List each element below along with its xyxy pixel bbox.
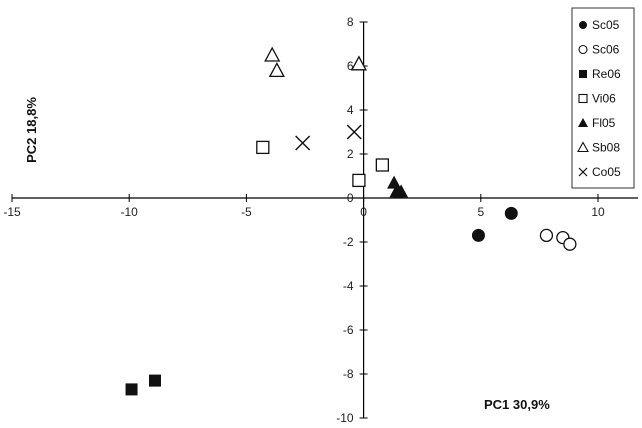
x-tick-label: -15 <box>3 205 21 219</box>
data-point-co05 <box>346 124 362 140</box>
legend-marker-co05 <box>578 167 588 177</box>
data-points <box>125 46 577 396</box>
data-point-vi06 <box>352 173 366 188</box>
data-point-sc06 <box>563 237 577 251</box>
legend: Sc05 Sc06 Re06 Vi06 Fl05 Sb08 Co05 <box>571 7 635 189</box>
data-point-sb08 <box>264 46 281 62</box>
y-tick-label: 4 <box>347 103 354 117</box>
y-tick-label: 0 <box>347 191 354 205</box>
x-tick-label: -10 <box>121 205 139 219</box>
legend-entry: Sc06 <box>578 43 620 57</box>
legend-entry: Re06 <box>579 67 621 81</box>
legend-entry: Co05 <box>578 165 621 179</box>
x-axis-title: PC1 30,9% <box>484 397 550 412</box>
legend-marker-sb08 <box>577 141 589 153</box>
legend-marker-sc05 <box>579 21 587 29</box>
legend-label: Vi06 <box>592 92 616 106</box>
legend-label: Sb08 <box>592 141 620 155</box>
legend-label: Sc06 <box>592 43 620 57</box>
y-tick-label: -6 <box>343 323 354 337</box>
legend-label: Sc05 <box>592 18 620 32</box>
y-tick-label: 8 <box>347 15 354 29</box>
tick-labels: -15 -10 -5 0 5 10 8 6 4 2 -2 -4 -6 -8 -10 0 <box>3 15 605 425</box>
data-point-sc05 <box>471 228 485 242</box>
data-point-sb08 <box>268 62 285 78</box>
legend-entry: Fl05 <box>578 116 616 130</box>
legend-label: Re06 <box>592 67 621 81</box>
data-point-re06 <box>125 383 138 396</box>
x-tick-label: 10 <box>591 205 605 219</box>
y-tick-label: -2 <box>343 235 354 249</box>
legend-entry: Sb08 <box>577 141 620 155</box>
x-tick-label: 0 <box>360 205 367 219</box>
legend-marker-sc06 <box>578 44 588 55</box>
y-tick-label: -10 <box>336 411 354 425</box>
y-tick-label: -4 <box>343 279 354 293</box>
legend-label: Fl05 <box>592 116 616 130</box>
y-axis-title: PC2 18,8% <box>24 97 39 163</box>
legend-marker-vi06 <box>578 93 588 104</box>
data-point-re06 <box>148 374 161 387</box>
data-point-fl05 <box>387 175 402 189</box>
data-point-sc06 <box>539 228 554 243</box>
x-tick-label: 5 <box>477 205 484 219</box>
legend-label: Co05 <box>592 165 621 179</box>
data-point-vi06 <box>375 158 390 172</box>
legend-marker-fl05 <box>578 118 588 127</box>
data-point-sb08 <box>350 55 368 71</box>
y-tick-label: 6 <box>347 59 354 73</box>
data-point-vi06 <box>256 140 270 155</box>
y-tick-label: -8 <box>343 367 354 381</box>
data-point-co05 <box>295 135 311 151</box>
legend-marker-re06 <box>579 70 587 78</box>
legend-entry: Sc05 <box>579 18 620 32</box>
data-point-fl05 <box>389 184 404 198</box>
axes <box>12 22 638 418</box>
y-tick-label: 2 <box>347 147 354 161</box>
x-tick-label: -5 <box>241 205 252 219</box>
legend-entry: Vi06 <box>578 92 616 106</box>
data-point-sc05 <box>504 206 518 220</box>
